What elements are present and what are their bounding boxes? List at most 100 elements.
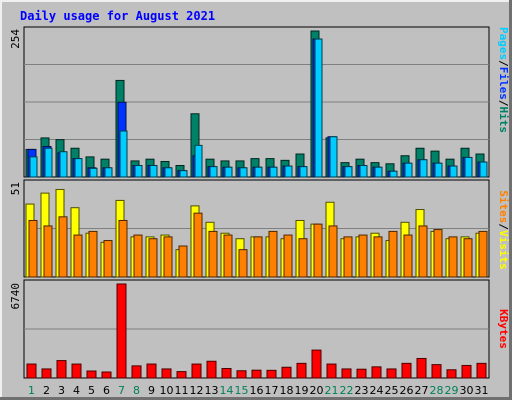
- bar-kbytes: [206, 360, 217, 379]
- x-tick-label: 15: [235, 384, 249, 397]
- bar-sites: [103, 240, 113, 278]
- bar-sites: [373, 236, 383, 278]
- bar-sites: [418, 225, 428, 278]
- x-tick-label: 24: [370, 384, 384, 397]
- bar-kbytes: [311, 349, 322, 379]
- legend-separator: /: [497, 223, 510, 230]
- bar-sites: [403, 234, 413, 278]
- bar-pages: [239, 167, 248, 178]
- bar-sites: [238, 249, 248, 278]
- bar-pages: [359, 165, 368, 178]
- bar-sites: [433, 229, 443, 278]
- legend-pages: Pages: [497, 27, 510, 60]
- bar-sites: [88, 230, 98, 278]
- bar-pages: [74, 158, 83, 178]
- bar-kbytes: [446, 369, 457, 379]
- bar-kbytes: [191, 363, 202, 379]
- bar-kbytes: [341, 368, 352, 379]
- legend-2: KBytes: [497, 309, 510, 349]
- x-tick-label: 29: [445, 384, 459, 397]
- bar-kbytes: [371, 366, 382, 379]
- x-tick-label: 11: [175, 384, 189, 397]
- x-tick-label: 30: [460, 384, 474, 397]
- bar-pages: [269, 166, 278, 178]
- x-axis-labels: 1 2 3 4 5 6 7 8 9 10 11 12 13 14 15 16 17 18 19 20 21 22 23 24 2…: [28, 384, 489, 397]
- bar-sites: [43, 225, 53, 278]
- panel-kbytes: [23, 279, 490, 379]
- x-tick-label: 23: [355, 384, 369, 397]
- x-tick-label: 5: [88, 384, 95, 397]
- bar-kbytes: [86, 370, 97, 379]
- x-tick-label: 17: [265, 384, 279, 397]
- bar-kbytes: [281, 366, 292, 379]
- x-tick-label: 6: [103, 384, 110, 397]
- legend-visits: Visits: [497, 230, 510, 270]
- bar-sites: [208, 230, 218, 278]
- bar-sites: [178, 245, 188, 278]
- bar-kbytes: [131, 365, 142, 379]
- x-tick-label: 3: [58, 384, 65, 397]
- chart-title: Daily usage for August 2021: [20, 9, 215, 23]
- bar-pages: [164, 167, 173, 178]
- legend-0: Pages/Files/Hits: [497, 27, 510, 133]
- x-tick-label: 31: [475, 384, 489, 397]
- bar-pages: [404, 162, 413, 178]
- bar-sites: [388, 230, 398, 278]
- x-tick-label: 16: [250, 384, 264, 397]
- bar-kbytes: [416, 357, 427, 379]
- bar-sites: [223, 234, 233, 278]
- bar-pages: [284, 165, 293, 178]
- bar-kbytes: [386, 368, 397, 379]
- bar-pages: [464, 156, 473, 178]
- bar-kbytes: [56, 360, 67, 379]
- x-tick-label: 8: [133, 384, 140, 397]
- bar-pages: [134, 165, 143, 178]
- bar-kbytes: [161, 368, 172, 379]
- x-tick-label: 13: [205, 384, 219, 397]
- x-tick-label: 25: [385, 384, 399, 397]
- bar-sites: [58, 216, 68, 278]
- bar-pages: [44, 147, 53, 178]
- y-max-label-kbytes: 6740: [9, 283, 22, 310]
- x-tick-label: 14: [220, 384, 234, 397]
- bar-pages: [149, 165, 158, 178]
- x-tick-label: 10: [160, 384, 174, 397]
- bar-sites: [73, 234, 83, 278]
- bar-pages: [434, 162, 443, 178]
- legend-separator: /: [497, 60, 510, 67]
- x-tick-label: 9: [148, 384, 155, 397]
- bar-pages: [59, 151, 68, 178]
- x-tick-label: 1: [28, 384, 35, 397]
- bar-sites: [253, 236, 263, 278]
- bar-kbytes: [146, 363, 157, 379]
- bar-pages: [104, 167, 113, 178]
- x-tick-label: 18: [280, 384, 294, 397]
- legend-1: Sites/Visits: [497, 190, 510, 270]
- bar-sites: [163, 236, 173, 278]
- x-tick-label: 28: [430, 384, 444, 397]
- bar-pages: [89, 167, 98, 178]
- bar-sites: [283, 234, 293, 278]
- x-tick-label: 21: [325, 384, 339, 397]
- bar-pages: [389, 170, 398, 178]
- chart-panels: [23, 26, 490, 379]
- bar-sites: [133, 234, 143, 278]
- bar-pages: [344, 166, 353, 178]
- bar-kbytes: [476, 362, 487, 379]
- x-tick-label: 4: [73, 384, 80, 397]
- bar-pages: [209, 166, 218, 178]
- legend-separator: /: [497, 100, 510, 107]
- bar-kbytes: [236, 370, 247, 379]
- bar-pages: [194, 144, 203, 178]
- bar-sites: [313, 223, 323, 278]
- y-max-label-visits: 51: [9, 182, 22, 195]
- bar-sites: [28, 219, 38, 278]
- x-tick-label: 26: [400, 384, 414, 397]
- bar-sites: [298, 238, 308, 278]
- x-tick-label: 2: [43, 384, 50, 397]
- bar-kbytes: [41, 368, 52, 379]
- bar-kbytes: [296, 362, 307, 379]
- x-tick-label: 19: [295, 384, 309, 397]
